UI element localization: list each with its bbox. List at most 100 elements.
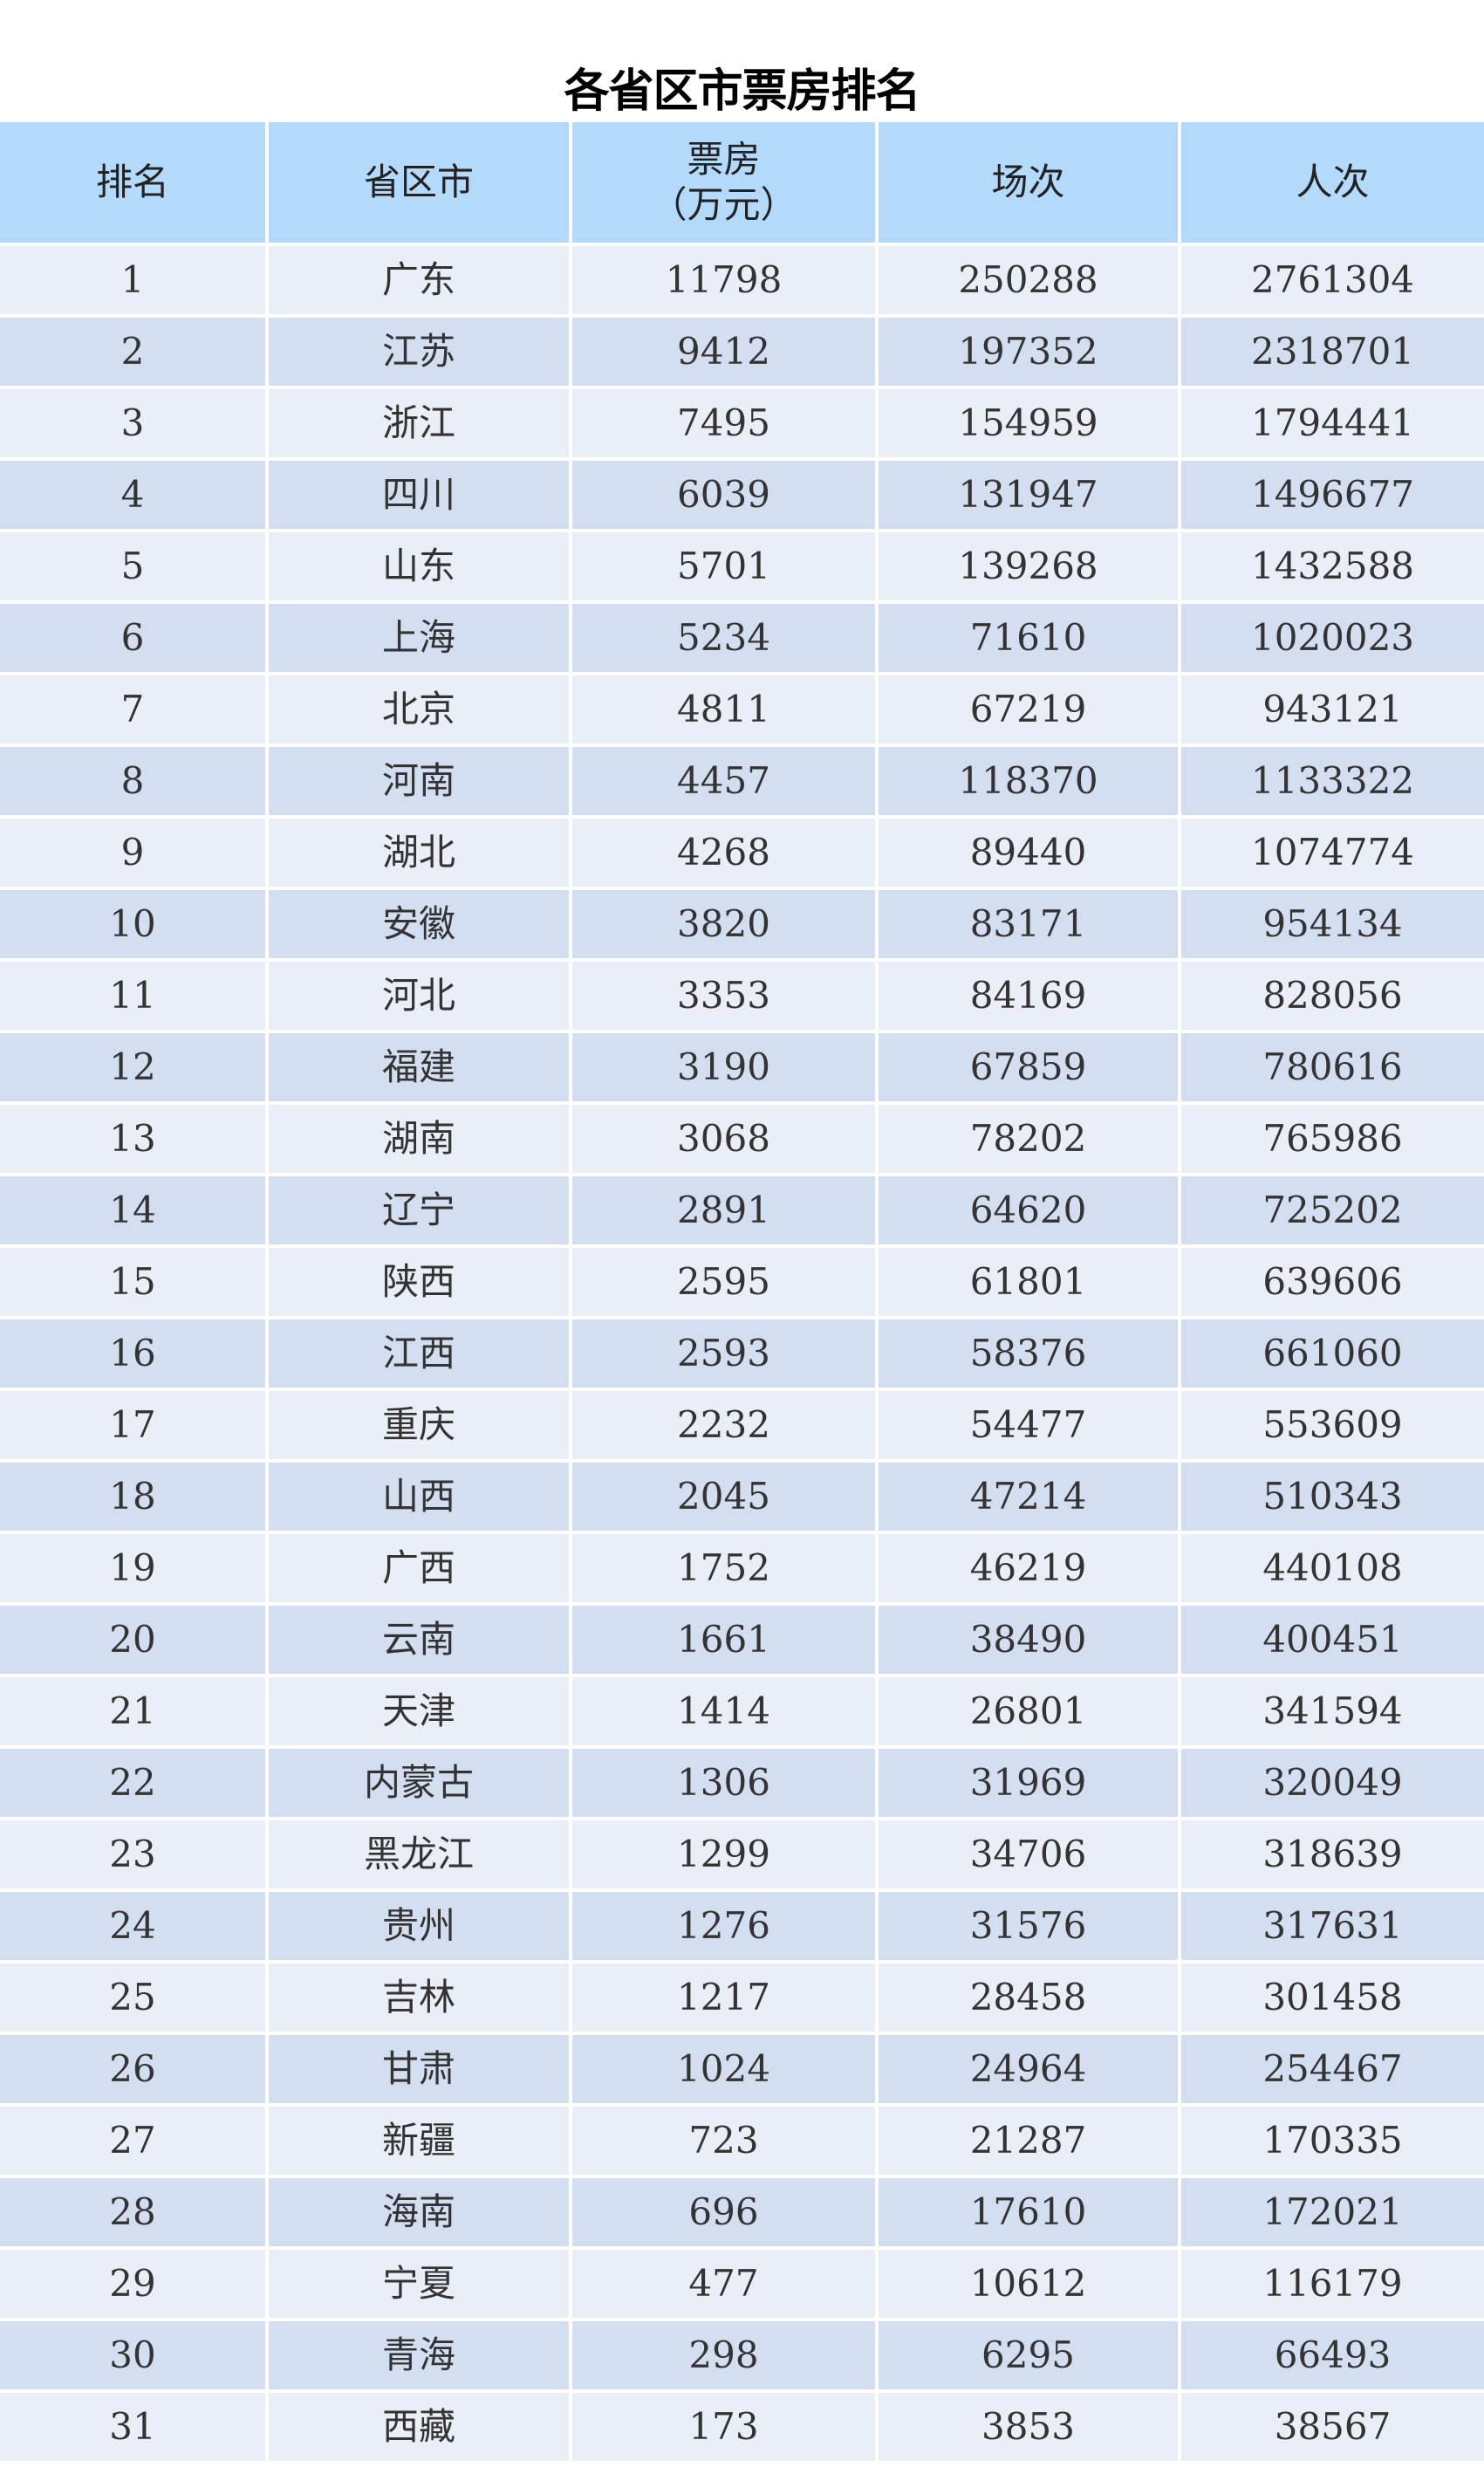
cell-box-office: 1414 — [572, 1677, 875, 1745]
cell-province: 山西 — [269, 1463, 569, 1531]
table-row: 5 山东 5701 139268 1432588 — [0, 532, 1484, 600]
cell-screenings: 83171 — [879, 890, 1178, 958]
table-row: 14 辽宁 2891 64620 725202 — [0, 1176, 1484, 1244]
cell-rank: 12 — [0, 1033, 265, 1101]
cell-screenings: 139268 — [879, 532, 1178, 600]
cell-box-office: 2593 — [572, 1319, 875, 1388]
table-body: 1 广东 11798 250288 2761304 2 江苏 9412 197352 231870… — [0, 246, 1484, 2461]
cell-screenings: 154959 — [879, 389, 1178, 457]
cell-province: 云南 — [269, 1606, 569, 1674]
cell-admissions: 254467 — [1181, 2035, 1484, 2103]
cell-rank: 9 — [0, 819, 265, 887]
table-row: 28 海南 696 17610 172021 — [0, 2178, 1484, 2246]
table-row: 17 重庆 2232 54477 553609 — [0, 1391, 1484, 1459]
cell-box-office: 1306 — [572, 1749, 875, 1817]
table-row: 27 新疆 723 21287 170335 — [0, 2107, 1484, 2175]
cell-admissions: 943121 — [1181, 675, 1484, 744]
cell-box-office: 298 — [572, 2321, 875, 2389]
cell-admissions: 66493 — [1181, 2321, 1484, 2389]
cell-rank: 17 — [0, 1391, 265, 1459]
cell-rank: 5 — [0, 532, 265, 600]
cell-box-office: 3353 — [572, 962, 875, 1030]
header-province: 省区市 — [269, 122, 569, 243]
cell-screenings: 64620 — [879, 1176, 1178, 1244]
cell-admissions: 400451 — [1181, 1606, 1484, 1674]
cell-screenings: 197352 — [879, 318, 1178, 386]
cell-rank: 21 — [0, 1677, 265, 1745]
cell-box-office: 2595 — [572, 1248, 875, 1316]
cell-province: 福建 — [269, 1033, 569, 1101]
cell-box-office: 3068 — [572, 1105, 875, 1173]
cell-rank: 10 — [0, 890, 265, 958]
cell-admissions: 765986 — [1181, 1105, 1484, 1173]
cell-rank: 1 — [0, 246, 265, 314]
cell-box-office: 5701 — [572, 532, 875, 600]
cell-admissions: 1432588 — [1181, 532, 1484, 600]
cell-rank: 20 — [0, 1606, 265, 1674]
table-row: 31 西藏 173 3853 38567 — [0, 2393, 1484, 2461]
cell-province: 湖北 — [269, 819, 569, 887]
cell-province: 上海 — [269, 604, 569, 672]
cell-province: 辽宁 — [269, 1176, 569, 1244]
cell-rank: 11 — [0, 962, 265, 1030]
cell-admissions: 172021 — [1181, 2178, 1484, 2246]
cell-admissions: 170335 — [1181, 2107, 1484, 2175]
cell-province: 甘肃 — [269, 2035, 569, 2103]
cell-box-office: 1217 — [572, 1963, 875, 2032]
cell-rank: 25 — [0, 1963, 265, 2032]
cell-box-office: 3820 — [572, 890, 875, 958]
header-admissions: 人次 — [1181, 122, 1484, 243]
cell-rank: 16 — [0, 1319, 265, 1388]
cell-box-office: 2891 — [572, 1176, 875, 1244]
cell-province: 黑龙江 — [269, 1820, 569, 1888]
cell-box-office: 4811 — [572, 675, 875, 744]
cell-rank: 2 — [0, 318, 265, 386]
cell-admissions: 38567 — [1181, 2393, 1484, 2461]
cell-province: 新疆 — [269, 2107, 569, 2175]
cell-box-office: 7495 — [572, 389, 875, 457]
box-office-table: 排名 省区市 票房 （万元） 场次 人次 1 广东 11798 250288 27613… — [0, 122, 1484, 2464]
header-box-office-label: 票房 — [687, 137, 761, 181]
table-row: 4 四川 6039 131947 1496677 — [0, 461, 1484, 529]
cell-screenings: 46219 — [879, 1534, 1178, 1602]
cell-rank: 22 — [0, 1749, 265, 1817]
cell-province: 宁夏 — [269, 2250, 569, 2318]
cell-rank: 24 — [0, 1892, 265, 1960]
cell-province: 江苏 — [269, 318, 569, 386]
cell-admissions: 510343 — [1181, 1463, 1484, 1531]
cell-box-office: 5234 — [572, 604, 875, 672]
cell-province: 北京 — [269, 675, 569, 744]
cell-province: 吉林 — [269, 1963, 569, 2032]
cell-province: 湖南 — [269, 1105, 569, 1173]
cell-screenings: 84169 — [879, 962, 1178, 1030]
cell-rank: 4 — [0, 461, 265, 529]
cell-province: 海南 — [269, 2178, 569, 2246]
cell-screenings: 3853 — [879, 2393, 1178, 2461]
table-row: 2 江苏 9412 197352 2318701 — [0, 318, 1484, 386]
cell-province: 广东 — [269, 246, 569, 314]
cell-box-office: 1661 — [572, 1606, 875, 1674]
header-screenings: 场次 — [879, 122, 1178, 243]
cell-admissions: 639606 — [1181, 1248, 1484, 1316]
cell-box-office: 1024 — [572, 2035, 875, 2103]
table-row: 8 河南 4457 118370 1133322 — [0, 747, 1484, 815]
table-row: 12 福建 3190 67859 780616 — [0, 1033, 1484, 1101]
cell-screenings: 71610 — [879, 604, 1178, 672]
table-row: 22 内蒙古 1306 31969 320049 — [0, 1749, 1484, 1817]
cell-province: 青海 — [269, 2321, 569, 2389]
cell-box-office: 1299 — [572, 1820, 875, 1888]
cell-screenings: 6295 — [879, 2321, 1178, 2389]
cell-admissions: 1133322 — [1181, 747, 1484, 815]
cell-screenings: 250288 — [879, 246, 1178, 314]
cell-province: 四川 — [269, 461, 569, 529]
cell-screenings: 54477 — [879, 1391, 1178, 1459]
cell-rank: 23 — [0, 1820, 265, 1888]
header-box-office: 票房 （万元） — [572, 122, 875, 243]
cell-admissions: 553609 — [1181, 1391, 1484, 1459]
cell-admissions: 320049 — [1181, 1749, 1484, 1817]
cell-screenings: 17610 — [879, 2178, 1178, 2246]
cell-rank: 8 — [0, 747, 265, 815]
cell-province: 天津 — [269, 1677, 569, 1745]
cell-screenings: 78202 — [879, 1105, 1178, 1173]
table-row: 10 安徽 3820 83171 954134 — [0, 890, 1484, 958]
